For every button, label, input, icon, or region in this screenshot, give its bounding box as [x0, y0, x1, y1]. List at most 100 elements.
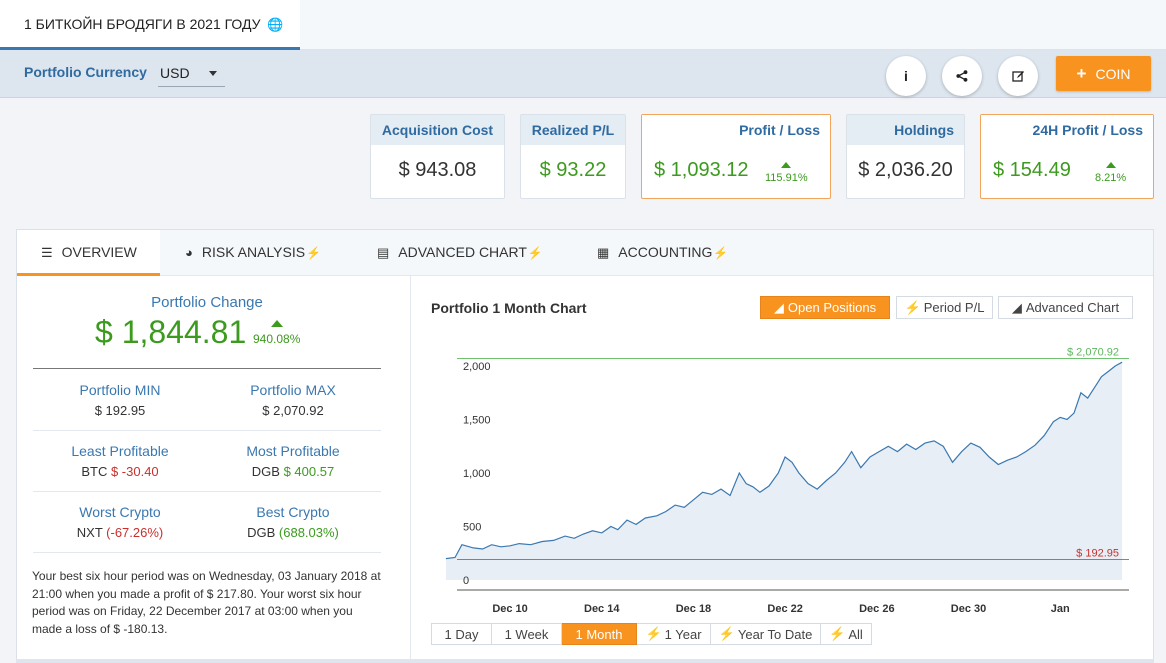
globe-icon: 🌐 — [267, 17, 284, 32]
y-tick-label: 2,000 — [463, 361, 491, 373]
calculator-icon: ▦ — [597, 245, 610, 260]
share-button[interactable] — [942, 56, 982, 96]
stat-acquisition-cost: Acquisition Cost $ 943.08 — [370, 114, 505, 199]
x-tick-label: Dec 22 — [767, 603, 802, 615]
divider — [33, 552, 381, 553]
portfolio-min-label: Portfolio MIN — [79, 382, 161, 398]
range-year-to-date[interactable]: ⚡ Year To Date — [711, 623, 821, 645]
least-profitable-value: $ -30.40 — [110, 464, 159, 479]
worst-crypto: Worst Crypto NXT (-67.26%) — [35, 504, 205, 540]
range-label: 1 Year — [664, 626, 702, 642]
x-tick-label: Dec 18 — [676, 603, 711, 615]
portfolio-tab[interactable]: 1 БИТКОЙН БРОДЯГИ В 2021 ГОДУ 🌐 — [0, 0, 300, 50]
portfolio-chart: $ 2,070.92 $ 192.95 0 500 1,000 1,500 2,000 Dec… — [445, 346, 1129, 615]
portfolio-tab-label: 1 БИТКОЙН БРОДЯГИ В 2021 ГОДУ — [24, 16, 261, 32]
six-hour-summary: Your best six hour period was on Wednesd… — [32, 569, 381, 636]
portfolio-change-label: Portfolio Change — [151, 294, 263, 311]
range-1-month[interactable]: 1 Month — [562, 623, 637, 645]
chart-title: Portfolio 1 Month Chart — [431, 300, 587, 316]
stat-label: Holdings — [847, 115, 964, 145]
caret-down-icon — [209, 71, 217, 76]
portfolio-change-pct: 940.08% — [253, 320, 300, 346]
stat-pct-value: 8.21% — [1095, 172, 1127, 184]
stat-label: Realized P/L — [521, 115, 625, 145]
least-profitable-coin: BTC — [81, 464, 108, 479]
area-chart-icon: ◢ — [773, 299, 784, 315]
edit-icon — [1011, 70, 1024, 82]
portfolio-min-value: $ 192.95 — [94, 403, 146, 418]
advanced-chart-button[interactable]: ◢ Advanced Chart — [998, 296, 1133, 319]
range-label: 1 Week — [504, 626, 549, 642]
bolt-icon: ⚡ — [713, 246, 729, 260]
y-tick-label: 0 — [463, 575, 469, 587]
currency-select-value: USD — [160, 65, 190, 81]
most-profitable-value: $ 400.57 — [283, 464, 335, 479]
tab-label: ADVANCED CHART — [398, 244, 527, 260]
x-tick-label: Dec 10 — [492, 603, 527, 615]
plus-icon: + — [1076, 63, 1087, 83]
info-icon: i — [904, 68, 908, 84]
edit-button[interactable] — [998, 56, 1038, 96]
best-crypto-label: Best Crypto — [256, 504, 330, 520]
stat-value: $ 154.49 — [993, 159, 1071, 181]
x-tick-label: Dec 14 — [584, 603, 620, 615]
series-area — [445, 362, 1123, 580]
worst-crypto-value: (-67.26%) — [106, 525, 164, 540]
tab-accounting[interactable]: ▦ ACCOUNTING⚡ — [597, 230, 728, 276]
best-crypto-coin: DGB — [247, 525, 276, 540]
series-line — [445, 361, 1123, 560]
max-line-label: $ 2,070.92 — [1067, 346, 1119, 358]
advanced-chart-label: Advanced Chart — [1025, 300, 1120, 315]
period-pl-button[interactable]: ⚡ Period P/L — [896, 296, 993, 319]
range-label: Year To Date — [737, 626, 813, 642]
range-selector: 1 Day 1 Week 1 Month ⚡ 1 Year ⚡ Year To Da… — [431, 623, 872, 645]
bolt-icon: ⚡ — [718, 626, 735, 641]
arrow-up-icon — [270, 320, 283, 327]
least-profitable-label: Least Profitable — [71, 443, 169, 459]
x-tick-label: Jan — [1051, 603, 1070, 615]
range-all[interactable]: ⚡ All — [821, 623, 872, 645]
range-1-day[interactable]: 1 Day — [431, 623, 492, 645]
tab-overview[interactable]: ☰ OVERVIEW — [17, 230, 160, 276]
share-icon — [956, 70, 968, 82]
top-bar: 1 БИТКОЙН БРОДЯГИ В 2021 ГОДУ 🌐 — [0, 0, 1166, 50]
least-profitable: Least Profitable BTC $ -30.40 — [35, 443, 205, 479]
stat-realized-pl: Realized P/L $ 93.22 — [520, 114, 626, 199]
range-1-year[interactable]: ⚡ 1 Year — [637, 623, 711, 645]
stat-value: $ 943.08 — [398, 159, 477, 181]
portfolio-change-pct-value: 940.08% — [253, 332, 301, 346]
currency-select[interactable]: USD — [158, 63, 225, 87]
tab-advanced-chart[interactable]: ▤ ADVANCED CHART⚡ — [377, 230, 543, 276]
best-crypto: Best Crypto DGB (688.03%) — [208, 504, 378, 540]
open-positions-label: Open Positions — [787, 300, 877, 315]
y-tick-label: 1,000 — [463, 468, 491, 480]
add-coin-button[interactable]: + COIN — [1056, 56, 1151, 91]
add-coin-label: COIN — [1095, 65, 1131, 82]
stat-pct-value: 115.91% — [765, 172, 808, 184]
overview-summary: Portfolio Change $ 1,844.81 940.08% Port… — [17, 276, 411, 662]
period-pl-label: Period P/L — [923, 300, 985, 315]
y-tick-label: 500 — [463, 522, 481, 534]
x-tick-label: Dec 26 — [859, 603, 894, 615]
area-chart-icon: ◢ — [1011, 299, 1022, 315]
tab-risk-analysis[interactable]: ◕ RISK ANALYSIS⚡ — [185, 230, 321, 276]
balance-icon: ☰ — [41, 245, 53, 260]
range-label: 1 Month — [575, 626, 623, 642]
info-button[interactable]: i — [886, 56, 926, 96]
portfolio-currency-label: Portfolio Currency — [24, 64, 147, 80]
worst-crypto-label: Worst Crypto — [79, 504, 161, 520]
most-profitable-label: Most Profitable — [246, 443, 340, 459]
portfolio-max-label: Portfolio MAX — [250, 382, 336, 398]
bolt-icon: ⚡ — [527, 246, 543, 260]
arrow-up-icon — [781, 162, 792, 168]
bottom-strip — [16, 659, 1154, 663]
stat-profit-loss: Profit / Loss $ 1,093.12 115.91% — [641, 114, 831, 199]
open-positions-button[interactable]: ◢ Open Positions — [760, 296, 890, 319]
arrow-up-icon — [1105, 162, 1116, 168]
stat-pct: 115.91% — [765, 162, 808, 184]
stat-holdings: Holdings $ 2,036.20 — [846, 114, 965, 199]
range-1-week[interactable]: 1 Week — [492, 623, 562, 645]
min-line-label: $ 192.95 — [1076, 547, 1119, 559]
stat-pct: 8.21% — [1095, 162, 1126, 184]
most-profitable: Most Profitable DGB $ 400.57 — [208, 443, 378, 479]
